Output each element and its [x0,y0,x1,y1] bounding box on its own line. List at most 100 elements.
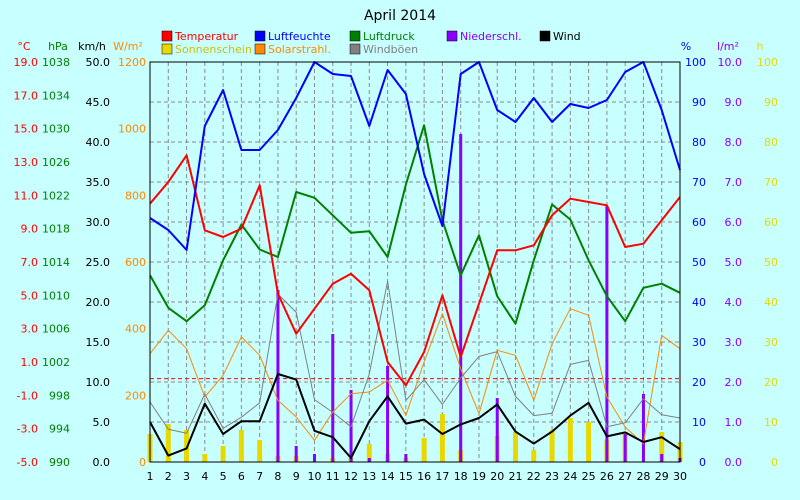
rain-bar [459,134,463,462]
hum-tick-label: 60 [692,216,706,229]
sun-tick-label: 100 [757,56,778,69]
day-tick-label: 16 [417,470,431,483]
temp-line [149,154,681,387]
day-tick-label: 17 [435,470,449,483]
rain-bar [623,434,627,462]
sun-bar [366,444,372,462]
temp-tick-label: 7.0 [21,256,39,269]
press-tick-label: 1014 [42,256,70,269]
rain-bar [605,206,609,462]
wind-tick-label: 40.0 [86,136,111,149]
rain-tick-label: 4.0 [725,296,743,309]
day-tick-label: 13 [362,470,376,483]
hum-tick-label: 40 [692,296,706,309]
sun-bar [220,446,226,462]
temp-tick-label: 3.0 [21,323,39,336]
day-tick-label: 15 [399,470,413,483]
sun-tick-label: 90 [764,96,778,109]
temp-tick-label: -1.0 [17,389,38,402]
rain-tick-label: 10.0 [718,56,743,69]
sun-bar [586,422,592,462]
legend-label: Temperatur [174,30,239,43]
hum-tick-label: 20 [692,376,706,389]
press-tick-label: 1018 [42,223,70,236]
wind-axis-unit: km/h [78,40,106,53]
wind-tick-label: 45.0 [86,96,111,109]
solar-tick-label: 400 [125,323,146,336]
solar-tick-label: 0 [139,456,146,469]
chart-title: April 2014 [364,8,436,24]
legend-item-press: Luftdruck [349,30,415,43]
hum-tick-label: 0 [699,456,706,469]
solar-tick-label: 1000 [118,123,146,136]
sun-tick-label: 30 [764,336,778,349]
solar-tick-label: 600 [125,256,146,269]
legend: Temperatur Luftfeuchte Luftdruck Niederschl… [161,30,581,56]
wind-tick-label: 5.0 [93,416,111,429]
rain-bar [312,454,316,462]
press-tick-label: 998 [49,389,70,402]
sun-bar [165,424,171,462]
press-tick-label: 1034 [42,89,70,102]
press-tick-label: 990 [49,456,70,469]
rain-tick-label: 8.0 [725,136,743,149]
plot-frame [149,61,681,463]
rain-tick-label: 1.0 [725,416,743,429]
series-lines [149,61,681,459]
temp-tick-label: -5.0 [17,456,38,469]
sun-tick-label: 40 [764,296,778,309]
sun-bar [513,432,519,462]
sun-axis-unit: h [757,40,764,53]
day-tick-label: 6 [238,470,245,483]
day-tick-label: 5 [220,470,227,483]
rain-tick-label: 5.0 [725,256,743,269]
temp-tick-label: 13.0 [14,156,39,169]
sun-tick-label: 50 [764,256,778,269]
rain-tick-label: 7.0 [725,176,743,189]
legend-label: Wind [553,30,581,43]
temp-tick-label: 17.0 [14,89,39,102]
sun-bar [549,430,555,462]
rain-tick-label: 3.0 [725,336,743,349]
legend-item-rain: Niederschl. [446,30,522,43]
hum-tick-label: 80 [692,136,706,149]
day-tick-label: 19 [472,470,486,483]
legend-swatch [349,43,361,55]
temp-tick-label: 19.0 [14,56,39,69]
hum-axis-unit: % [681,40,691,53]
hum-tick-label: 90 [692,96,706,109]
temp-tick-label: 5.0 [21,289,39,302]
day-tick-label: 9 [293,470,300,483]
legend-item-solar: Solarstrahl. [254,43,331,56]
hum-tick-label: 100 [685,56,706,69]
sun-tick-label: 20 [764,376,778,389]
legend-item-sun: Sonnenschein [161,43,252,56]
legend-swatch [446,30,458,42]
press-tick-label: 1038 [42,56,70,69]
legend-label: Luftfeuchte [268,30,331,43]
day-tick-label: 1 [147,470,154,483]
press-tick-label: 1030 [42,123,70,136]
rain-bar [386,366,390,462]
day-tick-label: 22 [527,470,541,483]
temp-tick-label: 9.0 [21,223,39,236]
wind-tick-label: 30.0 [86,216,111,229]
sun-tick-label: 60 [764,216,778,229]
day-tick-label: 20 [490,470,504,483]
sun-bar [238,430,244,462]
press-tick-label: 1026 [42,156,70,169]
hum-tick-label: 30 [692,336,706,349]
wind-tick-label: 0.0 [93,456,111,469]
legend-label: Luftdruck [363,30,415,43]
day-tick-label: 29 [655,470,669,483]
rain-axis-unit: l/m² [717,40,739,53]
rain-bar [641,394,645,462]
press-tick-label: 1010 [42,289,70,302]
solar-axis-unit: W/m² [113,40,143,53]
legend-swatch [539,30,551,42]
day-tick-label: 10 [307,470,321,483]
day-tick-label: 21 [509,470,523,483]
legend-label: Sonnenschein [175,43,252,56]
sun-bar [659,432,665,462]
